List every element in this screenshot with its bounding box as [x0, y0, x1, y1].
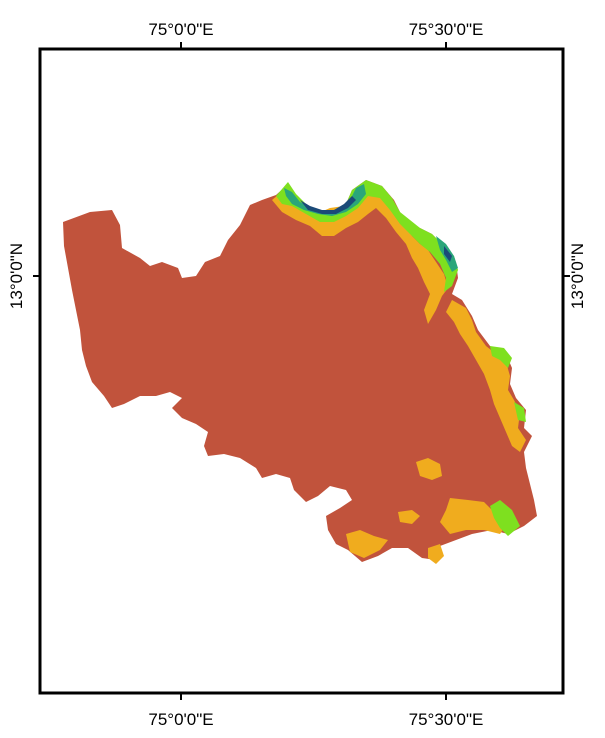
label-left-13-0: 13°0'0"N [7, 243, 26, 309]
region-class-orange-southwest [346, 530, 388, 558]
region-class-dark-blue-2 [444, 246, 452, 262]
region-class-green-east-2 [514, 402, 526, 422]
label-bottom-75-30: 75°30'0"E [409, 710, 484, 729]
region-class-green-east [490, 346, 512, 368]
district-region [63, 180, 537, 564]
region-class-orange-patch-2 [398, 510, 420, 524]
region-class-orange-south [440, 498, 508, 534]
label-bottom-75-0: 75°0'0"E [148, 710, 213, 729]
region-class-dark-blue [300, 196, 356, 214]
label-right-13-0: 13°0'0"N [568, 243, 587, 309]
label-top-75-30: 75°30'0"E [409, 20, 484, 39]
region-class-orange-patch [416, 458, 442, 480]
region-class-orange-patch-3 [428, 544, 444, 564]
region-class-orange-north [272, 186, 448, 324]
region-class-orange-east [446, 300, 526, 452]
region-class-green-south [490, 500, 520, 536]
graticule-ticks [33, 42, 570, 700]
region-class-green-north [276, 180, 458, 292]
label-top-75-0: 75°0'0"E [148, 20, 213, 39]
